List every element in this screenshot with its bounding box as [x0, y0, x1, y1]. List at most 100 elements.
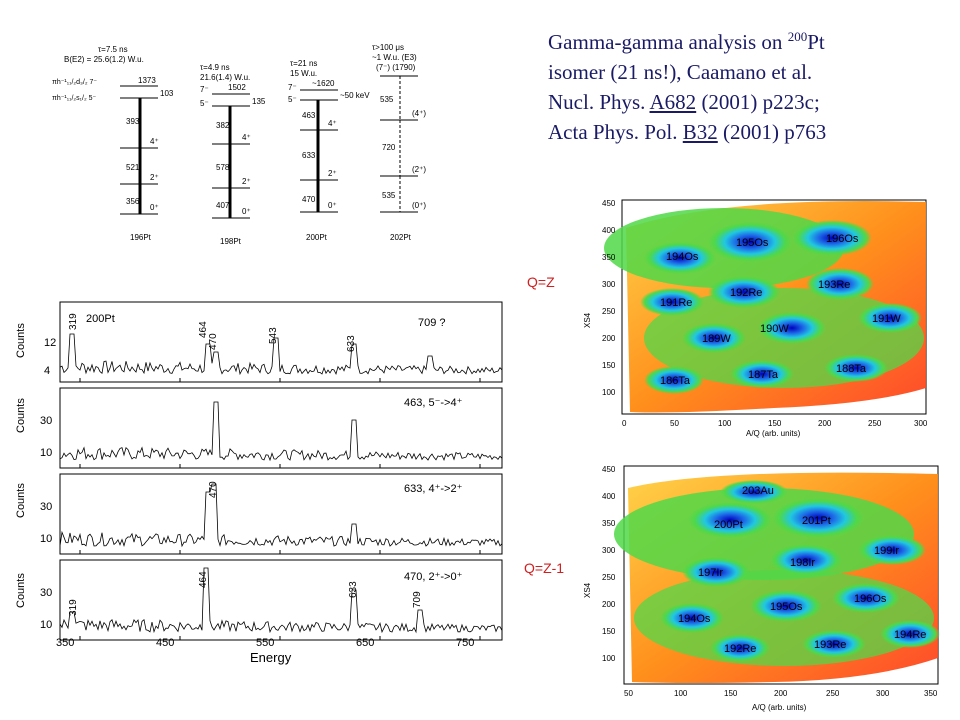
isotope-label: 193Re: [814, 639, 846, 651]
x-axis-label: A/Q (arb. units): [746, 429, 801, 438]
reference-link-b32[interactable]: B32: [682, 120, 718, 144]
x-tick-label: 200: [774, 689, 788, 698]
pid-blobs: [640, 220, 922, 394]
energy: 103: [160, 89, 174, 98]
energy: 521: [126, 163, 140, 172]
level-scheme-202pt: τ>100 μs ~1 W.u. (E3) (7⁻) (1790) 535 (4…: [372, 43, 426, 242]
x-tick-label: 50: [670, 419, 679, 428]
peak-label: 709: [412, 591, 423, 608]
isotope-label: 190W: [760, 323, 789, 335]
x-tick-label: 300: [876, 689, 890, 698]
peak-label: 319: [68, 313, 79, 330]
energy: 356: [126, 197, 140, 206]
isotope-label: 188Ta: [836, 363, 867, 375]
title-line-3: Nucl. Phys. A682 (2001) p223c;: [548, 90, 820, 114]
energy: 1373: [138, 76, 156, 85]
pid-plot-bottom: 203Au 200Pt 201Pt 199Ir 198Ir 197Ir 196O…: [583, 465, 940, 712]
header: B(E2) = 25.6(1.2) W.u.: [64, 55, 144, 64]
y-tick-label: 300: [602, 280, 616, 289]
spectrum-trace: [59, 483, 503, 548]
isotope-label: 192Re: [730, 287, 762, 299]
energy: 720: [382, 143, 396, 152]
x-tick-label: 150: [768, 419, 782, 428]
energy: 393: [126, 117, 140, 126]
energy: 463: [302, 111, 316, 120]
level-scheme-200pt: τ=21 ns 15 W.u. 7⁻ 5⁻ ~1620 ~50 keV 463 …: [288, 59, 370, 242]
y-tick-label: 12: [44, 337, 56, 349]
title-block: Gamma-gamma analysis on 200Pt isomer (21…: [548, 22, 948, 147]
y-tick-label: 100: [602, 388, 616, 397]
spectrum-panel-frame: [59, 387, 503, 469]
spin: 5⁻: [200, 99, 209, 108]
energy: 578: [216, 163, 230, 172]
y-tick-label: 10: [40, 447, 52, 459]
spin: 0⁺: [242, 207, 251, 216]
gamma-spectra-figure: Counts Counts Counts Counts Energy 350 4…: [15, 301, 503, 665]
isotope-label: 187Ta: [748, 369, 779, 381]
y-axis-label: Counts: [15, 483, 27, 518]
reference-link-a682[interactable]: A682: [649, 90, 697, 114]
energy: 407: [216, 201, 230, 210]
y-tick-label: 250: [602, 307, 616, 316]
y-tick-label: 150: [602, 361, 616, 370]
level-scheme-198pt: τ=4.9 ns 21.6(1.4) W.u. 7⁻ 5⁻ 1502 135 3…: [200, 63, 266, 246]
x-tick-label: 50: [624, 689, 633, 698]
y-tick-label: 30: [40, 415, 52, 427]
y-tick-label: 200: [602, 334, 616, 343]
energy: 382: [216, 121, 230, 130]
isotope-label: 195Os: [770, 601, 803, 613]
y-tick-label: 250: [602, 573, 616, 582]
level-scheme-196pt: τ=7.5 ns B(E2) = 25.6(1.2) W.u. πh⁻¹₁₁/₂…: [52, 45, 174, 242]
x-tick-label: 450: [156, 637, 174, 649]
spin: 5⁻: [288, 95, 297, 104]
spin: 4⁺: [328, 119, 337, 128]
energy: 135: [252, 97, 266, 106]
header: τ=4.9 ns: [200, 63, 230, 72]
isotope-label: 197Ir: [698, 567, 723, 579]
isotope-label: 198Ir: [790, 557, 815, 569]
header: ~1 W.u. (E3): [372, 53, 417, 62]
isotope-label: 191W: [872, 313, 901, 325]
y-tick-label: 10: [40, 533, 52, 545]
nucleus-label: 200Pt: [306, 233, 328, 242]
spectrum-trace: [59, 401, 503, 462]
y-tick-label: 150: [602, 627, 616, 636]
x-tick-label: 250: [868, 419, 882, 428]
gate-label: 463, 5⁻->4⁺: [404, 397, 463, 409]
x-tick-label: 350: [924, 689, 938, 698]
spin: (2⁺): [412, 165, 426, 174]
spin: 7⁻: [288, 83, 297, 92]
y-axis-label: Counts: [15, 398, 27, 433]
y-axis-label: XS4: [583, 312, 592, 328]
x-tick-label: 100: [718, 419, 732, 428]
isotope-label: 196Os: [826, 233, 859, 245]
x-tick-label: 300: [914, 419, 928, 428]
peak-label: 470: [208, 481, 219, 498]
spin: 4⁺: [150, 137, 159, 146]
y-tick-label: 450: [602, 465, 616, 474]
isotope-label: 196Os: [854, 593, 887, 605]
x-tick-label: 350: [56, 637, 74, 649]
y-axis-label: Counts: [15, 323, 27, 358]
x-tick-label: 650: [356, 637, 374, 649]
peak-label: 319: [68, 599, 79, 616]
y-tick-label: 30: [40, 501, 52, 513]
isotope-label: 194Os: [678, 613, 711, 625]
energy: 535: [382, 191, 396, 200]
nucleus-label: 202Pt: [390, 233, 412, 242]
config: πh⁻¹₁₁/₂d₃/₂ 7⁻: [52, 79, 97, 86]
y-tick-label: 30: [40, 587, 52, 599]
y-tick-label: 300: [602, 546, 616, 555]
x-tick-label: 150: [724, 689, 738, 698]
x-tick-label: 0: [622, 419, 627, 428]
header: (7⁻) (1790): [376, 63, 416, 72]
x-tick-label: 100: [674, 689, 688, 698]
gate-label: 470, 2⁺->0⁺: [404, 571, 463, 583]
level-schemes-figure: τ=7.5 ns B(E2) = 25.6(1.2) W.u. πh⁻¹₁₁/₂…: [52, 43, 426, 246]
spin: (4⁺): [412, 109, 426, 118]
x-tick-label: 200: [818, 419, 832, 428]
spin: 0⁺: [328, 201, 337, 210]
header: τ=7.5 ns: [98, 45, 128, 54]
spectrum-trace: [59, 333, 503, 376]
isotope-label: 203Au: [742, 485, 774, 497]
